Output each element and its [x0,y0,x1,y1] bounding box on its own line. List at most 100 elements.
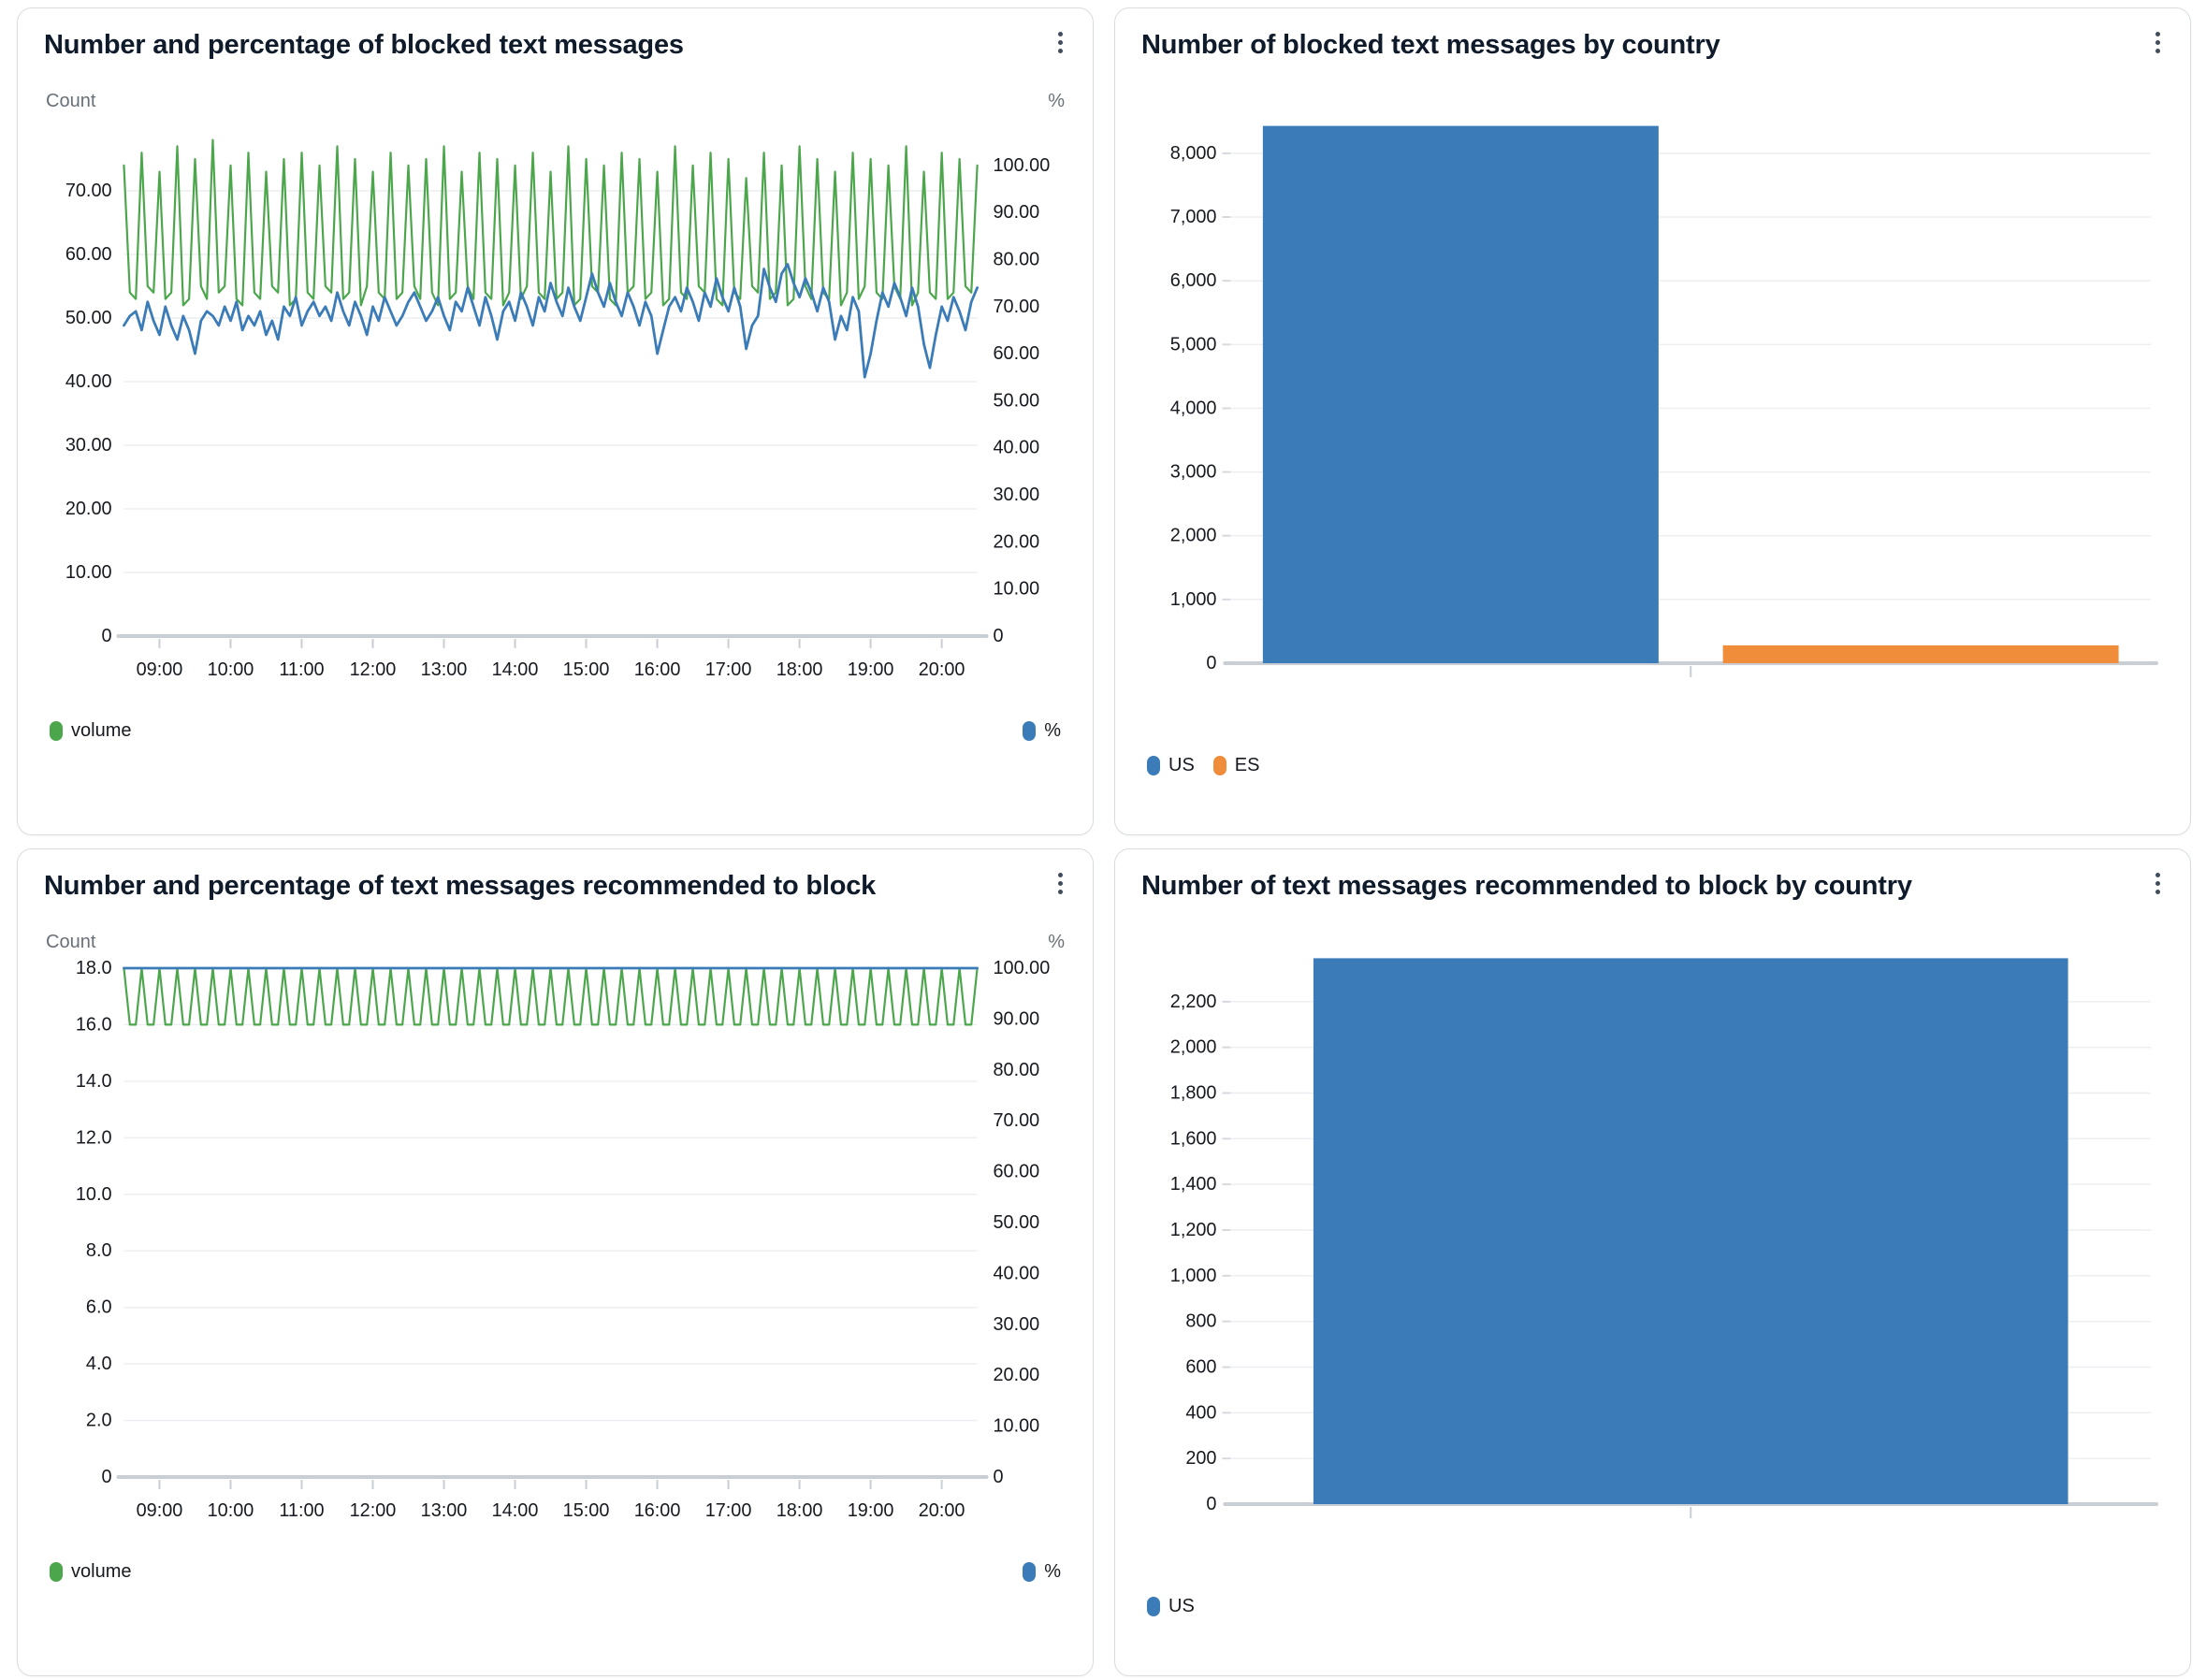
svg-text:10.00: 10.00 [994,1416,1040,1437]
svg-text:1,000: 1,000 [1170,1266,1217,1286]
svg-text:60.00: 60.00 [994,1162,1040,1182]
panel-title: Number and percentage of blocked text me… [44,30,684,60]
svg-text:13:00: 13:00 [421,1500,468,1521]
svg-text:17:00: 17:00 [705,659,752,680]
svg-text:30.00: 30.00 [65,435,112,456]
svg-text:2,000: 2,000 [1170,526,1217,546]
percent-legend-marker [1023,1562,1037,1582]
svg-text:16:00: 16:00 [634,659,681,680]
svg-text:60.00: 60.00 [65,244,112,265]
chart-legend: volume % [44,720,1067,742]
svg-text:19:00: 19:00 [848,659,894,680]
svg-text:1,000: 1,000 [1170,589,1217,610]
svg-text:15:00: 15:00 [563,1500,610,1521]
right-axis-label: % [1048,91,1065,111]
percent-legend-marker [1023,721,1037,741]
legend-label: % [1044,720,1061,741]
svg-text:40.00: 40.00 [994,1263,1040,1283]
svg-text:0: 0 [101,1467,111,1487]
svg-text:40.00: 40.00 [65,371,112,392]
svg-text:1,200: 1,200 [1170,1220,1217,1240]
svg-text:50.00: 50.00 [994,1212,1040,1233]
svg-text:30.00: 30.00 [994,485,1040,505]
panel-blocked-by-country: Number of blocked text messages by count… [1114,7,2191,835]
svg-text:18:00: 18:00 [776,659,823,680]
line-chart-blocked: 0 10.00 20.00 30.00 40.00 50.00 60.00 70.00 0 10.… [65,138,1051,680]
svg-text:8,000: 8,000 [1170,143,1217,164]
svg-text:2.0: 2.0 [86,1411,112,1431]
kebab-menu-icon[interactable] [1044,864,1076,902]
svg-text:14:00: 14:00 [492,1500,539,1521]
svg-text:12:00: 12:00 [350,1500,397,1521]
svg-text:0: 0 [1206,653,1216,673]
legend-item-volume[interactable]: volume [50,1561,131,1583]
svg-text:0: 0 [101,626,111,646]
svg-text:15:00: 15:00 [563,659,610,680]
volume-legend-marker [50,1562,63,1582]
svg-text:09:00: 09:00 [137,1500,183,1521]
legend-item-us[interactable]: US [1147,1596,1195,1617]
svg-text:8.0: 8.0 [86,1240,112,1261]
svg-text:100.00: 100.00 [994,958,1051,978]
svg-text:200: 200 [1185,1448,1216,1469]
svg-text:17:00: 17:00 [705,1500,752,1521]
chart-legend: US [1141,1596,2164,1617]
svg-text:1,600: 1,600 [1170,1128,1217,1149]
svg-text:70.00: 70.00 [994,1110,1040,1131]
legend-item-volume[interactable]: volume [50,720,131,742]
svg-text:2,200: 2,200 [1170,992,1217,1012]
svg-text:09:00: 09:00 [137,659,183,680]
legend-item-es[interactable]: ES [1212,755,1260,776]
legend-label: US [1168,755,1195,775]
svg-text:14.0: 14.0 [76,1071,112,1092]
kebab-menu-icon[interactable] [2141,864,2173,902]
svg-text:100.00: 100.00 [994,155,1051,176]
svg-text:10.00: 10.00 [65,562,112,583]
svg-text:11:00: 11:00 [279,659,324,680]
legend-item-us[interactable]: US [1147,755,1195,776]
volume-legend-marker [50,721,63,741]
panel-title: Number and percentage of text messages r… [44,871,877,901]
left-axis-label: Count [46,932,96,952]
svg-text:20.00: 20.00 [65,499,112,519]
svg-text:50.00: 50.00 [65,308,112,328]
panel-recommended-line: Number and percentage of text messages r… [17,848,1094,1676]
dashboard-grid: Number and percentage of blocked text me… [17,7,2191,1676]
legend-item-percent[interactable]: % [1023,720,1061,742]
panel-title: Number of blocked text messages by count… [1141,30,1720,60]
kebab-menu-icon[interactable] [1044,23,1076,61]
legend-label: ES [1234,755,1260,775]
svg-text:6.0: 6.0 [86,1297,112,1318]
svg-text:50.00: 50.00 [994,390,1040,411]
svg-text:70.00: 70.00 [65,181,112,201]
svg-text:4.0: 4.0 [86,1354,112,1374]
panel-blocked-line: Number and percentage of blocked text me… [17,7,1094,835]
svg-text:30.00: 30.00 [994,1314,1040,1335]
legend-label: % [1044,1561,1061,1582]
panel-title: Number of text messages recommended to b… [1141,871,1912,901]
svg-text:20:00: 20:00 [919,1500,965,1521]
svg-text:90.00: 90.00 [994,202,1040,223]
svg-text:12.0: 12.0 [76,1127,112,1148]
bar-chart-recommended-by-country: 0 200 400 600 800 1,000 1,200 1,400 1,600 1,800 2,… [1170,958,2159,1518]
svg-text:11:00: 11:00 [279,1500,324,1521]
us-legend-marker [1147,1597,1160,1616]
legend-label: volume [71,720,132,741]
svg-text:16.0: 16.0 [76,1014,112,1035]
svg-text:4,000: 4,000 [1170,398,1217,418]
panel-recommended-by-country: Number of text messages recommended to b… [1114,848,2191,1676]
svg-text:80.00: 80.00 [994,1060,1040,1080]
svg-text:6,000: 6,000 [1170,270,1217,291]
legend-label: volume [71,1561,132,1582]
svg-text:60.00: 60.00 [994,343,1040,364]
right-axis-label: % [1048,932,1065,952]
svg-text:10:00: 10:00 [208,659,254,680]
bar-chart-blocked-by-country: 0 1,000 2,000 3,000 4,000 5,000 6,000 7,000 8,00… [1170,125,2159,677]
svg-text:0: 0 [994,626,1004,646]
svg-text:20.00: 20.00 [994,531,1040,552]
legend-item-percent[interactable]: % [1023,1561,1061,1583]
svg-text:2,000: 2,000 [1170,1037,1217,1058]
svg-text:70.00: 70.00 [994,297,1040,317]
kebab-menu-icon[interactable] [2141,23,2173,61]
chart-legend: US ES [1141,755,2164,776]
